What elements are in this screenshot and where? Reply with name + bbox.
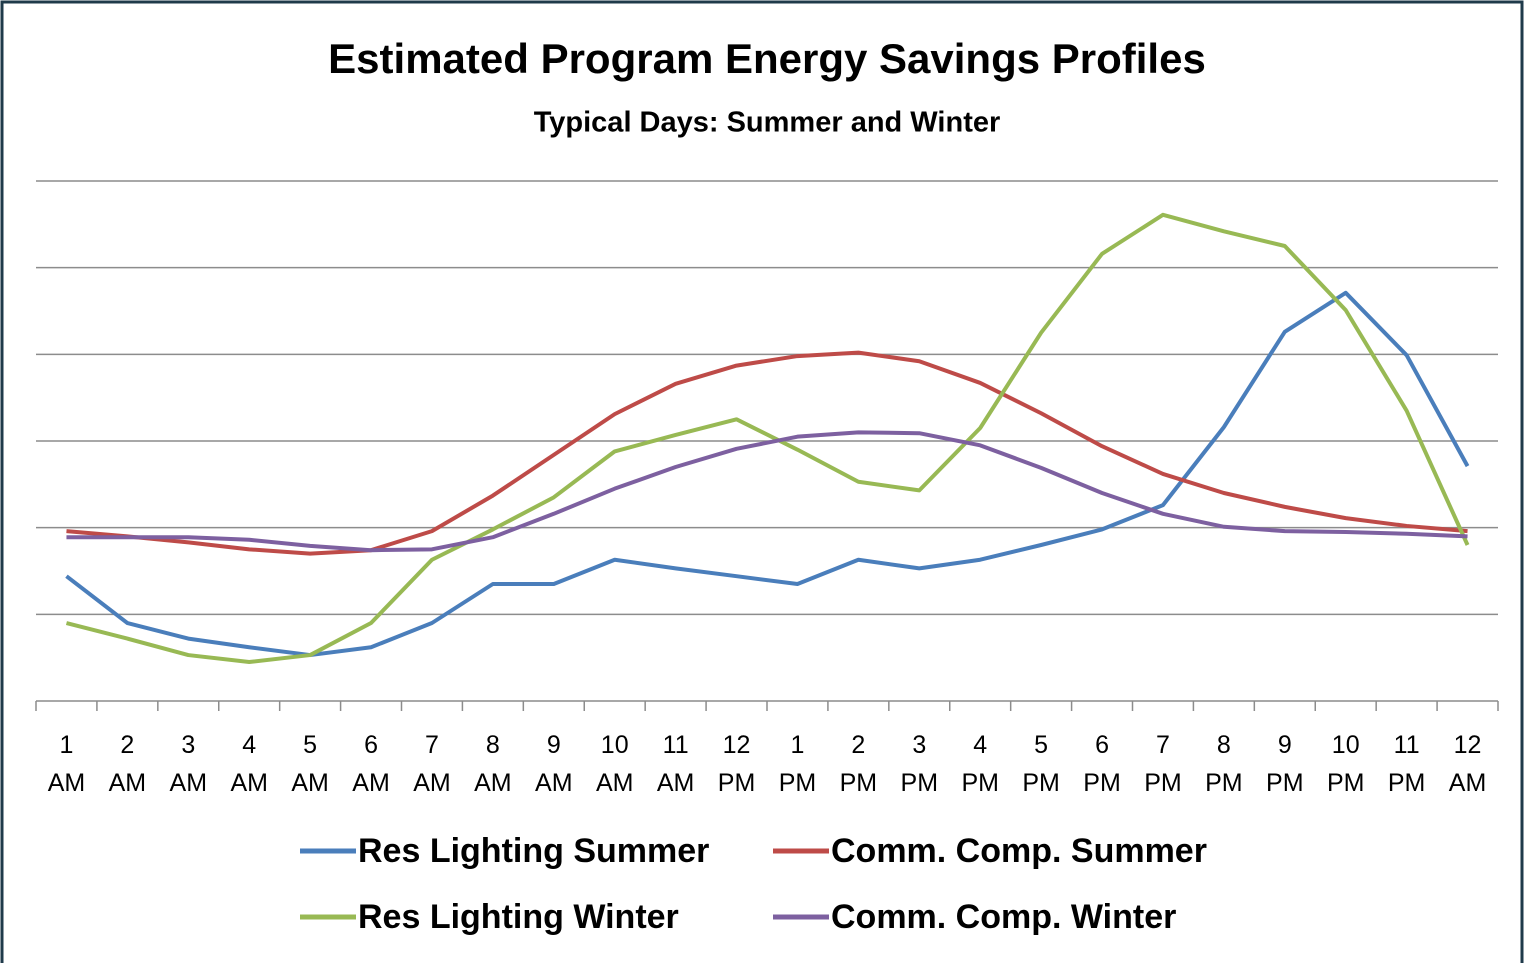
x-tick-label: 7 PM — [1144, 731, 1182, 797]
x-tick-label: 3 PM — [900, 731, 939, 797]
legend-label: Comm. Comp. Summer — [831, 832, 1207, 870]
x-tick-label: 3 AM — [169, 731, 208, 797]
x-tick-label: 10 PM — [1326, 731, 1365, 797]
legend-label: Res Lighting Winter — [358, 898, 679, 936]
x-tick-label: 12 PM — [717, 731, 756, 797]
x-tick-label: 11 AM — [656, 731, 695, 797]
x-tick-label: 2 AM — [108, 731, 147, 797]
x-tick-label: 2 PM — [839, 731, 878, 797]
x-tick-label: 6 AM — [352, 731, 390, 797]
x-tick-label: 7 AM — [413, 731, 451, 797]
x-tick-label: 11 PM — [1387, 731, 1426, 797]
legend-label: Res Lighting Summer — [358, 832, 709, 870]
x-tick-label: 1 AM — [47, 731, 86, 797]
legend-label: Comm. Comp. Winter — [831, 898, 1176, 936]
x-tick-label: 5 AM — [291, 731, 329, 797]
series-line — [65, 212, 1470, 664]
x-tick-label: 8 AM — [474, 731, 512, 797]
x-tick-label: 12 AM — [1448, 731, 1487, 797]
series-line — [66, 430, 1468, 553]
x-tick-label: 8 PM — [1205, 731, 1243, 797]
x-tick-label: 6 PM — [1083, 731, 1121, 797]
x-tick-label: 1 PM — [778, 731, 817, 797]
x-tick-label: 9 PM — [1266, 731, 1304, 797]
chart-title: Estimated Program Energy Savings Profile… — [328, 35, 1206, 82]
series-line — [66, 350, 1468, 556]
x-tick-label: 10 AM — [595, 731, 634, 797]
x-tick-label: 4 AM — [230, 731, 268, 797]
chart-subtitle: Typical Days: Summer and Winter — [534, 107, 1001, 139]
series-line — [65, 290, 1470, 658]
x-tick-label: 4 PM — [961, 731, 999, 797]
x-tick-label: 5 PM — [1022, 731, 1060, 797]
x-tick-label: 9 AM — [535, 731, 573, 797]
